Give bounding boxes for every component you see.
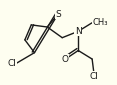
Text: CH₃: CH₃ [92,18,108,27]
Text: O: O [62,55,69,64]
Text: N: N [75,27,82,36]
Text: Cl: Cl [90,72,99,81]
Text: Cl: Cl [7,59,16,68]
Text: S: S [55,10,61,19]
